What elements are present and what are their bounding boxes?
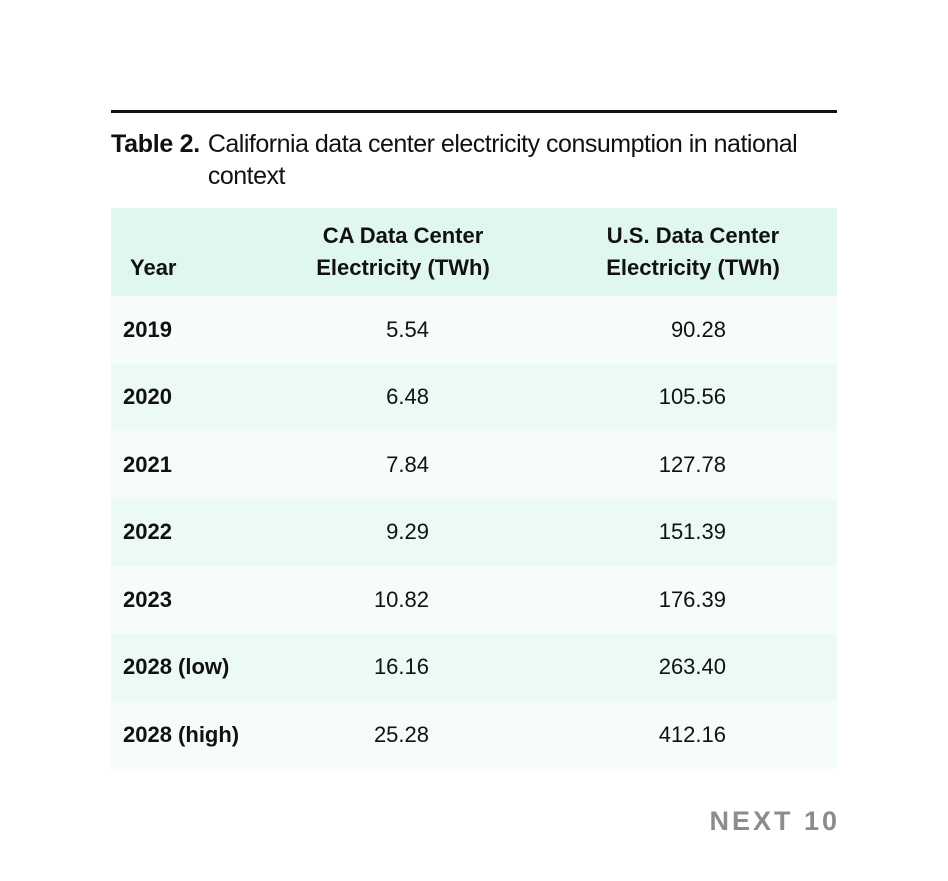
caption-label: Table 2.: [111, 130, 200, 158]
cell-year: 2028 (low): [123, 654, 230, 680]
cell-us: 176.39: [658, 586, 726, 612]
cell-us: 151.39: [658, 519, 726, 545]
table-row: 2022 9.29 151.39: [111, 498, 837, 566]
cell-ca: 9.29: [386, 519, 429, 545]
table-row: 2028 (high) 25.28 412.16: [111, 701, 837, 769]
cell-year: 2023: [123, 586, 172, 612]
table-row: 2019 5.54 90.28: [111, 296, 837, 364]
table-caption: Table 2. California data center electric…: [111, 128, 837, 192]
cell-year: 2020: [123, 384, 172, 410]
cell-us: 90.28: [670, 316, 726, 342]
cell-year: 2021: [123, 451, 172, 477]
cell-year: 2028 (high): [123, 721, 240, 747]
cell-ca: 6.48: [386, 384, 429, 410]
caption-text: California data center electricity consu…: [207, 130, 798, 190]
table-row: 2021 7.84 127.78: [111, 431, 837, 499]
cell-ca: 25.28: [373, 721, 429, 747]
cell-ca: 10.82: [373, 586, 429, 612]
cell-year: 2019: [123, 316, 172, 342]
header-ca: CA Data Center Electricity (TWh): [316, 223, 490, 280]
data-table: Year CA Data Center Electricity (TWh) U.…: [111, 208, 837, 769]
table-row: 2023 10.82 176.39: [111, 566, 837, 634]
cell-us: 412.16: [658, 721, 726, 747]
cell-ca: 16.16: [373, 654, 429, 680]
cell-year: 2022: [123, 519, 172, 545]
table-row: 2028 (low) 16.16 263.40: [111, 633, 837, 701]
cell-ca: 7.84: [386, 451, 429, 477]
cell-us: 105.56: [658, 384, 726, 410]
header-year: Year: [130, 255, 177, 280]
table-row: 2020 6.48 105.56: [111, 363, 837, 431]
next10-logo: NEXT 10: [709, 806, 840, 836]
header-us: U.S. Data Center Electricity (TWh): [606, 223, 780, 280]
cell-ca: 5.54: [386, 316, 429, 342]
table-header: Year CA Data Center Electricity (TWh) U.…: [111, 208, 837, 296]
top-rule: [111, 110, 837, 113]
cell-us: 263.40: [658, 654, 726, 680]
cell-us: 127.78: [658, 451, 726, 477]
